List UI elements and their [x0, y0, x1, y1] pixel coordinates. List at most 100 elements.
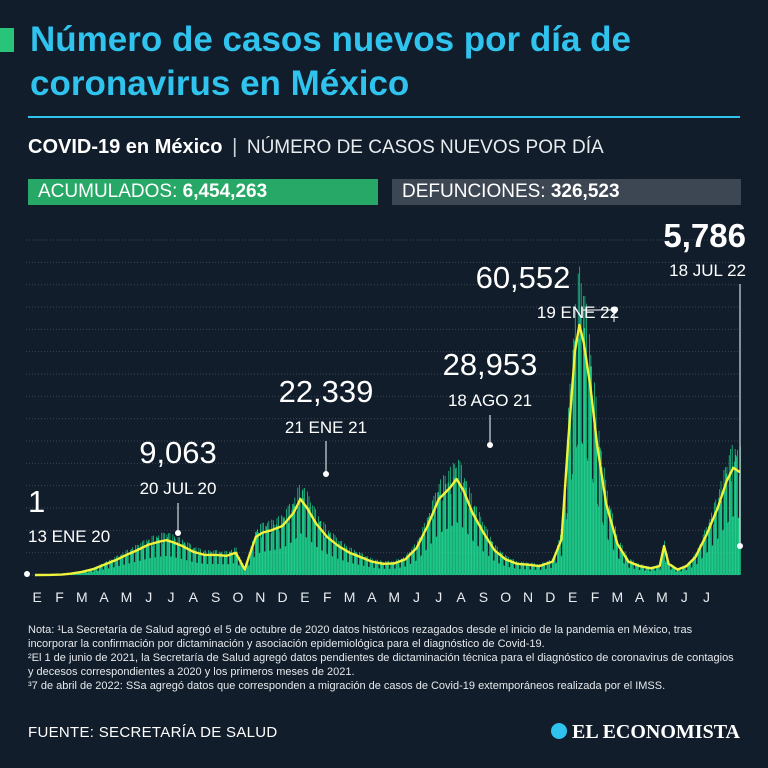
daily-bar [159, 556, 161, 575]
daily-bar [694, 553, 696, 575]
daily-bar [571, 474, 573, 575]
daily-bar [174, 538, 176, 575]
daily-bar [166, 534, 168, 575]
daily-bar [105, 564, 107, 575]
daily-bar [432, 519, 434, 575]
daily-bar [618, 559, 620, 575]
daily-bar [384, 568, 386, 575]
daily-bar [295, 538, 296, 575]
daily-bar [630, 562, 632, 575]
daily-bar [556, 562, 557, 575]
daily-bar [179, 537, 180, 575]
annotation-date: 18 JUL 22 [669, 261, 746, 280]
daily-bar [659, 570, 661, 575]
daily-bar [169, 532, 171, 575]
daily-bar [305, 537, 307, 575]
daily-bar [100, 566, 102, 575]
daily-bar [273, 524, 275, 575]
daily-bar [107, 564, 108, 575]
daily-bar [470, 493, 472, 575]
daily-bar [583, 327, 585, 575]
daily-bar [133, 562, 135, 575]
daily-bar [602, 522, 604, 575]
daily-bar [370, 557, 372, 575]
month-tick-label: J [145, 589, 152, 605]
daily-bar [652, 566, 653, 575]
daily-bar [490, 541, 492, 575]
daily-bar [638, 569, 640, 575]
daily-bar [696, 563, 698, 575]
daily-bar [179, 547, 181, 575]
daily-bar [657, 564, 659, 575]
daily-bar [163, 540, 165, 575]
daily-bar [457, 522, 459, 575]
daily-bar [532, 562, 534, 575]
daily-bar [412, 551, 413, 575]
daily-bar [172, 534, 174, 575]
daily-bar [689, 560, 691, 575]
month-tick-label: A [99, 589, 109, 605]
daily-bar [669, 564, 671, 575]
daily-bar [488, 556, 490, 575]
daily-bar [207, 563, 209, 575]
month-tick-label: E [300, 589, 309, 605]
daily-bar [429, 512, 430, 575]
daily-bar [304, 506, 306, 575]
title-divider [28, 116, 740, 118]
daily-bar [469, 487, 470, 575]
daily-bar [237, 551, 238, 575]
daily-bar [351, 547, 352, 575]
daily-bar [81, 572, 82, 575]
daily-bar [734, 461, 735, 575]
daily-bar [176, 542, 178, 575]
daily-bar [158, 535, 160, 575]
daily-bar [536, 564, 537, 575]
month-tick-label: M [388, 589, 400, 605]
daily-bar [153, 535, 154, 575]
daily-bar [648, 567, 650, 575]
daily-bar [610, 508, 612, 575]
daily-bar [382, 562, 383, 575]
daily-bar [239, 556, 241, 575]
month-tick-label: D [545, 589, 555, 605]
daily-bar [416, 548, 418, 575]
daily-bar [403, 557, 404, 575]
daily-bar [405, 566, 407, 575]
daily-bar [234, 553, 236, 575]
daily-bar [637, 564, 639, 575]
daily-bar [618, 558, 619, 575]
daily-bar [373, 567, 375, 575]
daily-bar [463, 482, 465, 575]
daily-bar [278, 531, 280, 575]
daily-bar [108, 568, 110, 575]
daily-bar [687, 565, 688, 575]
daily-bar [428, 516, 430, 575]
daily-bar [229, 551, 231, 575]
daily-bar [289, 503, 290, 575]
annotation-value: 1 [28, 484, 45, 519]
daily-bar [326, 553, 328, 575]
daily-bar [107, 568, 109, 575]
daily-bar [109, 559, 110, 575]
month-tick-label: F [591, 589, 600, 605]
daily-bar [448, 470, 450, 575]
daily-bar [684, 564, 686, 575]
daily-bar [676, 571, 677, 575]
daily-bar [684, 566, 685, 575]
daily-bar [553, 556, 555, 575]
daily-bar [543, 562, 545, 575]
daily-bar [113, 567, 114, 575]
daily-bar [690, 560, 691, 575]
daily-bar [551, 567, 552, 575]
daily-bar [664, 560, 666, 575]
annotation-dot [323, 471, 329, 477]
daily-bar [414, 561, 416, 575]
daily-bar [233, 563, 235, 575]
daily-bar [644, 570, 646, 575]
daily-bar [519, 568, 521, 575]
daily-bar [666, 554, 668, 575]
daily-bar [188, 550, 189, 575]
daily-bar [101, 564, 103, 575]
brand-logo: EL ECONOMISTA [551, 721, 740, 744]
daily-bar [348, 562, 349, 575]
